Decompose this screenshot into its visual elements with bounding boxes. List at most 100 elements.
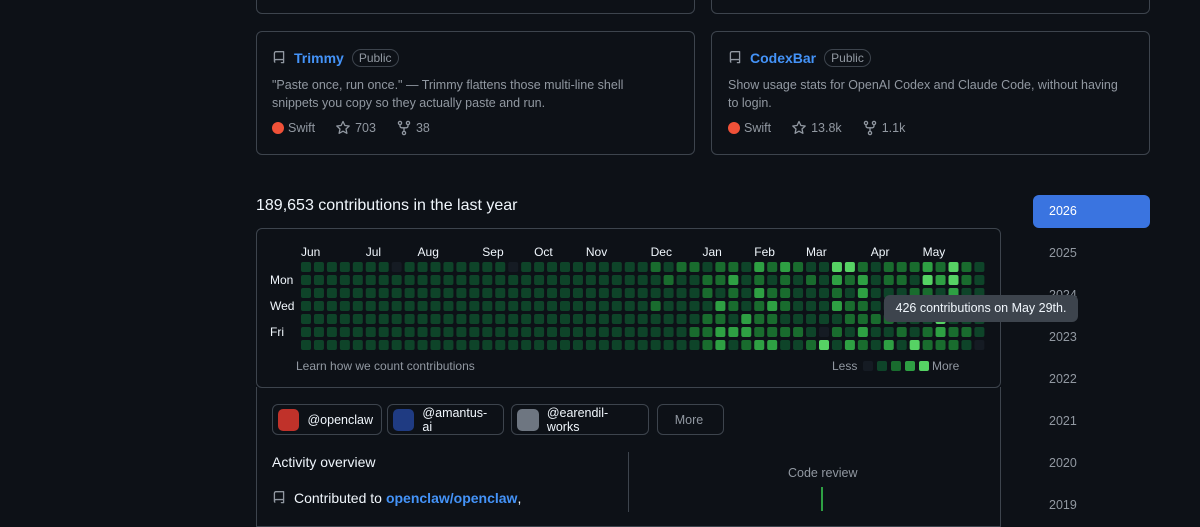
- contribution-cell[interactable]: [365, 340, 376, 350]
- contribution-cell[interactable]: [754, 275, 765, 285]
- contribution-cell[interactable]: [430, 288, 441, 298]
- contribution-cell[interactable]: [404, 262, 415, 272]
- contribution-cell[interactable]: [301, 301, 311, 311]
- contribution-cell[interactable]: [715, 327, 726, 337]
- contribution-cell[interactable]: [702, 327, 713, 337]
- contribution-cell[interactable]: [521, 262, 532, 272]
- contribution-cell[interactable]: [961, 340, 972, 350]
- contribution-cell[interactable]: [974, 262, 985, 272]
- contribution-cell[interactable]: [663, 340, 674, 350]
- contribution-cell[interactable]: [624, 288, 635, 298]
- contribution-cell[interactable]: [521, 327, 532, 337]
- contribution-cell[interactable]: [547, 301, 558, 311]
- contribution-cell[interactable]: [663, 301, 674, 311]
- contribution-cell[interactable]: [935, 340, 946, 350]
- contribution-cell[interactable]: [689, 314, 700, 324]
- contribution-cell[interactable]: [352, 275, 363, 285]
- contribution-cell[interactable]: [922, 262, 933, 272]
- contribution-cell[interactable]: [689, 262, 700, 272]
- contribution-cell[interactable]: [883, 262, 894, 272]
- contribution-cell[interactable]: [741, 314, 752, 324]
- contribution-cell[interactable]: [313, 314, 324, 324]
- contribution-cell[interactable]: [456, 288, 467, 298]
- contribution-cell[interactable]: [676, 340, 687, 350]
- contribution-cell[interactable]: [637, 262, 648, 272]
- contribution-cell[interactable]: [443, 275, 454, 285]
- contribution-cell[interactable]: [961, 275, 972, 285]
- contribution-cell[interactable]: [585, 275, 596, 285]
- contribution-cell[interactable]: [728, 262, 739, 272]
- contribution-cell[interactable]: [676, 262, 687, 272]
- contribution-cell[interactable]: [650, 327, 661, 337]
- contribution-cell[interactable]: [572, 262, 583, 272]
- contribution-cell[interactable]: [443, 288, 454, 298]
- contribution-cell[interactable]: [767, 301, 778, 311]
- org-chip[interactable]: @openclaw: [272, 404, 382, 435]
- contribution-cell[interactable]: [326, 314, 337, 324]
- contribution-cell[interactable]: [326, 288, 337, 298]
- org-chip[interactable]: @amantus-ai: [387, 404, 504, 435]
- contribution-cell[interactable]: [547, 262, 558, 272]
- contribution-cell[interactable]: [301, 314, 311, 324]
- contribution-cell[interactable]: [560, 275, 570, 285]
- contribution-cell[interactable]: [689, 301, 700, 311]
- contribution-cell[interactable]: [806, 327, 817, 337]
- contribution-cell[interactable]: [495, 340, 506, 350]
- contribution-cell[interactable]: [365, 262, 376, 272]
- contribution-cell[interactable]: [339, 301, 350, 311]
- repo-name[interactable]: Trimmy: [294, 50, 344, 66]
- repo-card[interactable]: [711, 31, 1150, 155]
- contribution-cell[interactable]: [935, 327, 946, 337]
- contribution-cell[interactable]: [637, 288, 648, 298]
- contribution-cell[interactable]: [819, 340, 829, 350]
- contribution-cell[interactable]: [650, 340, 661, 350]
- contribution-cell[interactable]: [650, 301, 661, 311]
- contribution-cell[interactable]: [857, 340, 868, 350]
- contribution-cell[interactable]: [482, 301, 493, 311]
- contribution-cell[interactable]: [883, 340, 894, 350]
- contribution-cell[interactable]: [521, 288, 532, 298]
- contribution-cell[interactable]: [547, 327, 558, 337]
- contribution-cell[interactable]: [482, 262, 493, 272]
- contribution-cell[interactable]: [870, 314, 881, 324]
- contribution-cell[interactable]: [365, 301, 376, 311]
- contribution-cell[interactable]: [495, 275, 506, 285]
- contribution-cell[interactable]: [831, 340, 842, 350]
- contribution-cell[interactable]: [754, 340, 765, 350]
- contribution-cell[interactable]: [689, 327, 700, 337]
- contribution-cell[interactable]: [404, 288, 415, 298]
- contribution-cell[interactable]: [469, 301, 480, 311]
- contribution-cell[interactable]: [780, 275, 791, 285]
- contribution-cell[interactable]: [456, 327, 467, 337]
- contribution-cell[interactable]: [741, 288, 752, 298]
- contribution-cell[interactable]: [728, 301, 739, 311]
- contribution-cell[interactable]: [715, 314, 726, 324]
- contribution-cell[interactable]: [870, 275, 881, 285]
- contribution-cell[interactable]: [780, 314, 791, 324]
- contribution-cell[interactable]: [326, 275, 337, 285]
- contribution-cell[interactable]: [585, 314, 596, 324]
- contribution-cell[interactable]: [572, 314, 583, 324]
- contribution-cell[interactable]: [909, 340, 920, 350]
- contribution-cell[interactable]: [948, 262, 959, 272]
- forks[interactable]: 1.1k: [881, 121, 906, 135]
- contribution-cell[interactable]: [948, 327, 959, 337]
- contribution-cell[interactable]: [547, 314, 558, 324]
- contribution-cell[interactable]: [585, 262, 596, 272]
- contribution-cell[interactable]: [754, 314, 765, 324]
- contribution-cell[interactable]: [313, 340, 324, 350]
- contribution-cell[interactable]: [456, 340, 467, 350]
- contribution-cell[interactable]: [598, 288, 609, 298]
- stars[interactable]: 703: [355, 121, 376, 135]
- contribution-cell[interactable]: [417, 262, 428, 272]
- forks[interactable]: 38: [415, 121, 430, 135]
- contribution-cell[interactable]: [676, 327, 687, 337]
- contribution-cell[interactable]: [780, 301, 791, 311]
- contribution-cell[interactable]: [352, 327, 363, 337]
- contribution-cell[interactable]: [443, 262, 454, 272]
- contribution-cell[interactable]: [443, 314, 454, 324]
- contribution-cell[interactable]: [909, 275, 920, 285]
- contribution-cell[interactable]: [819, 314, 829, 324]
- contribution-cell[interactable]: [469, 340, 480, 350]
- contribution-cell[interactable]: [339, 327, 350, 337]
